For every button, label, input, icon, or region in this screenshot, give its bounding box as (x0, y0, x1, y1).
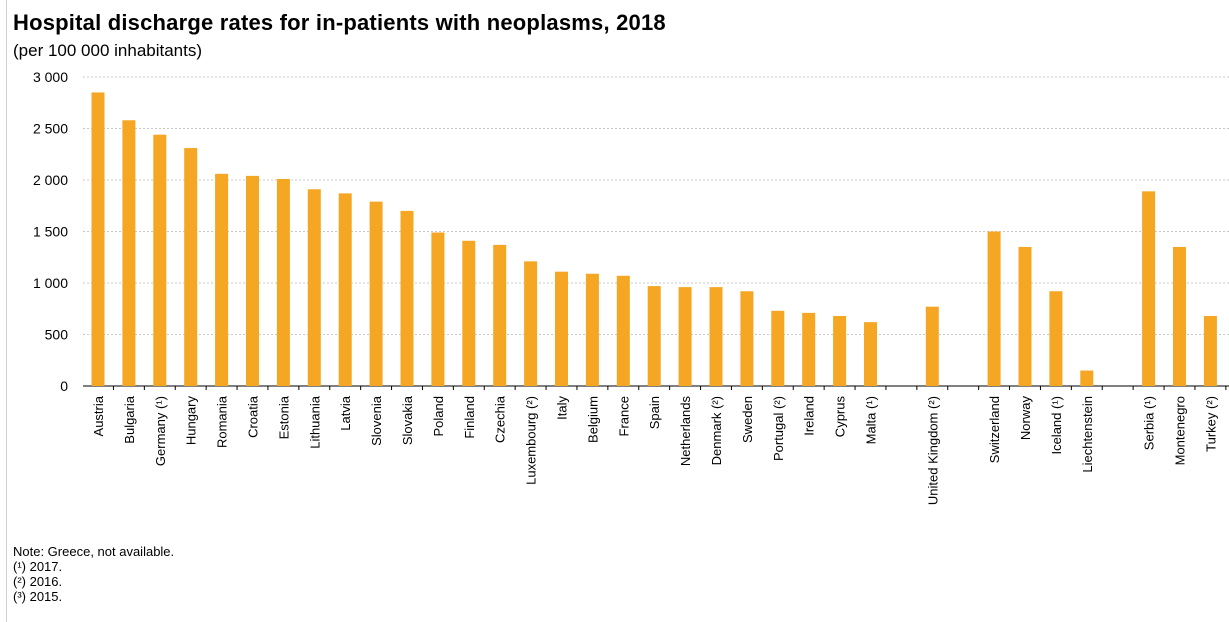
bar (1080, 370, 1094, 386)
bar (215, 173, 229, 386)
bar (431, 232, 445, 386)
x-tick-label: Belgium (585, 396, 600, 443)
bar (925, 306, 939, 386)
x-tick-label: Lithuania (307, 395, 322, 449)
note-2017: (¹) 2017. (13, 559, 63, 574)
x-tick-label: Liechtenstein (1080, 396, 1095, 473)
bar (833, 315, 847, 386)
bar (122, 120, 136, 386)
x-tick-label: Portugal (²) (771, 396, 786, 461)
x-tick-label: Germany (¹) (153, 396, 168, 466)
bar (493, 244, 507, 386)
bar (1018, 246, 1032, 386)
bar (307, 189, 321, 386)
x-tick-label: Turkey (²) (1203, 396, 1218, 452)
note-2015: (³) 2015. (13, 589, 63, 604)
y-tick-label: 2 000 (33, 172, 68, 188)
x-tick-label: Malta (¹) (864, 396, 879, 444)
bar (678, 287, 692, 386)
x-tick-label: Switzerland (987, 396, 1002, 463)
bar (246, 175, 259, 386)
bar (276, 178, 290, 386)
bar (1142, 191, 1156, 386)
bar (1203, 315, 1217, 386)
x-tick-label: Serbia (¹) (1142, 396, 1157, 450)
x-tick-label: Italy (555, 396, 570, 420)
bar (338, 193, 352, 386)
note-greece: Note: Greece, not available. (13, 544, 175, 559)
bar (802, 312, 816, 386)
bar (987, 231, 1001, 386)
x-tick-label: Hungary (184, 396, 199, 446)
bar (184, 148, 198, 386)
x-tick-label: Slovenia (369, 395, 384, 446)
bar (91, 92, 105, 386)
x-tick-label: Bulgaria (122, 395, 137, 443)
x-tick-label: Slovakia (400, 395, 415, 445)
x-tick-label: Luxembourg (²) (524, 396, 539, 485)
x-tick-label: Spain (647, 396, 662, 429)
bar (709, 287, 723, 386)
x-tick-label: United Kingdom (²) (925, 396, 940, 505)
bar (400, 210, 414, 386)
bar (369, 201, 383, 386)
x-tick-label: Ireland (802, 396, 817, 436)
x-tick-label: Sweden (740, 396, 755, 443)
x-tick-label: Iceland (¹) (1049, 396, 1064, 455)
note-2016: (²) 2016. (13, 574, 63, 589)
bar (555, 271, 568, 386)
bar (771, 310, 785, 386)
x-tick-label: France (616, 396, 631, 436)
y-tick-label: 1 000 (33, 275, 68, 291)
x-tick-label: Cyprus (833, 396, 848, 438)
y-tick-label: 3 000 (33, 69, 68, 85)
bar (616, 275, 630, 386)
bar (524, 261, 538, 386)
x-tick-label: Denmark (²) (709, 396, 724, 465)
x-tick-label: Finland (462, 396, 477, 439)
chart-title: Hospital discharge rates for in-patients… (13, 10, 666, 35)
bar (647, 286, 661, 386)
bar (153, 134, 167, 386)
y-tick-label: 0 (60, 378, 68, 394)
bar (740, 291, 754, 386)
footnotes: Note: Greece, not available. (¹) 2017. (… (13, 544, 174, 604)
bar (585, 273, 599, 386)
y-tick-label: 500 (45, 327, 69, 343)
x-tick-label: Norway (1018, 396, 1033, 441)
bar (864, 322, 877, 386)
y-tick-label: 1 500 (33, 224, 68, 240)
x-tick-label: Poland (431, 396, 446, 436)
y-tick-label: 2 500 (33, 121, 68, 137)
x-tick-label: Netherlands (678, 396, 693, 467)
x-tick-label: Estonia (276, 395, 291, 439)
x-tick-label: Croatia (246, 395, 261, 438)
bar (1049, 291, 1063, 386)
x-tick-label: Czechia (493, 395, 508, 443)
bar (462, 240, 476, 386)
left-border-rule (6, 0, 7, 622)
bar-chart: 0 500 1 000 1 500 2 000 2 500 3 000 Austria Bulg… (33, 69, 1229, 505)
x-tick-label: Romania (215, 395, 230, 448)
chart-subtitle: (per 100 000 inhabitants) (13, 41, 203, 60)
x-tick-label: Austria (91, 395, 106, 436)
x-tick-label: Montenegro (1173, 396, 1188, 465)
bar (1173, 246, 1186, 386)
x-tick-label: Latvia (338, 395, 353, 430)
